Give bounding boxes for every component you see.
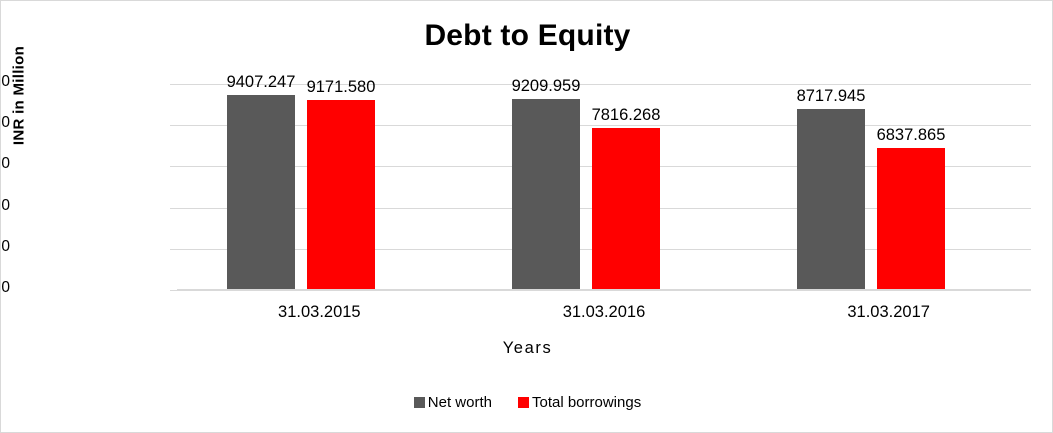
x-axis-category-label: 31.03.2016 xyxy=(562,303,646,321)
x-axis-category-label: 31.03.2017 xyxy=(847,303,930,321)
gridline xyxy=(177,290,1031,291)
bar-value-label: 6837.865 xyxy=(876,126,946,144)
y-tick-mark xyxy=(170,208,177,209)
y-axis-title: INR in Million xyxy=(10,45,28,146)
bar-net-worth-31.03.2015[interactable] xyxy=(227,95,295,289)
bar-net-worth-31.03.2017[interactable] xyxy=(797,109,865,289)
bar-value-label: 7816.268 xyxy=(591,106,661,124)
x-axis-title: Years xyxy=(502,339,553,357)
bar-total-borrowings-31.03.2015[interactable] xyxy=(307,100,375,289)
y-axis-tick-label: 10000.000 xyxy=(1,73,10,90)
x-axis-category-label: 31.03.2015 xyxy=(278,303,361,321)
bar-value-label: 9209.959 xyxy=(511,77,581,95)
y-axis-tick-label: 2000.000 xyxy=(1,238,10,255)
bar-value-label: 8717.945 xyxy=(796,87,866,105)
chart-legend: Net worth Total borrowings xyxy=(1,394,1052,411)
y-tick-mark xyxy=(170,249,177,250)
bar-value-label: 9407.247 xyxy=(226,73,296,91)
legend-swatch-icon xyxy=(517,397,529,408)
y-axis-tick-label: 4000.000 xyxy=(1,197,10,214)
chart-title: Debt to Equity xyxy=(424,19,631,52)
legend-item-total-borrowings[interactable]: Total borrowings xyxy=(517,394,642,411)
legend-swatch-icon xyxy=(413,397,425,408)
y-axis-tick-label: 0.000 xyxy=(1,279,10,296)
gridline xyxy=(177,84,1031,85)
y-axis-tick-label: 8000.000 xyxy=(1,114,10,131)
legend-item-net-worth[interactable]: Net worth xyxy=(413,394,492,411)
y-tick-mark xyxy=(170,290,177,291)
legend-label: Total borrowings xyxy=(531,394,642,411)
bar-value-label: 9171.580 xyxy=(306,78,376,96)
x-axis-line xyxy=(177,289,1031,290)
y-tick-mark xyxy=(170,125,177,126)
legend-label: Net worth xyxy=(427,394,492,411)
bar-net-worth-31.03.2016[interactable] xyxy=(512,99,580,289)
bar-total-borrowings-31.03.2017[interactable] xyxy=(877,148,945,289)
plot-area: 9407.247 9171.580 9209.959 7816.268 8717.945… xyxy=(170,73,1031,291)
y-tick-mark xyxy=(170,84,177,85)
bar-total-borrowings-31.03.2016[interactable] xyxy=(592,128,660,289)
y-tick-mark xyxy=(170,166,177,167)
y-axis-tick-label: 6000.000 xyxy=(1,155,10,172)
gridline xyxy=(177,125,1031,126)
